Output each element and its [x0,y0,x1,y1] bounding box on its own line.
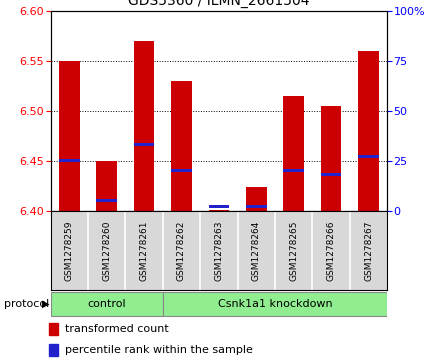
Text: GSM1278265: GSM1278265 [289,220,298,281]
Bar [321,173,341,176]
Bar [321,106,341,211]
Bar [358,155,379,158]
Bar [59,159,80,162]
Text: GSM1278259: GSM1278259 [65,220,74,281]
Text: GSM1278262: GSM1278262 [177,220,186,281]
Bar [209,205,229,208]
Bar [171,81,192,211]
Text: protocol: protocol [4,299,50,309]
Bar [134,41,154,211]
Bar [283,96,304,211]
Bar [96,160,117,211]
Bar [134,143,154,146]
Text: GSM1278264: GSM1278264 [252,220,261,281]
Bar [283,169,304,172]
Bar [246,205,267,208]
Text: transformed count: transformed count [65,324,169,334]
Bar [49,323,58,335]
Text: GSM1278267: GSM1278267 [364,220,373,281]
Bar [163,292,387,316]
Bar [171,169,192,172]
Bar [209,209,229,211]
Bar [246,187,267,211]
Text: GSM1278261: GSM1278261 [139,220,149,281]
Text: GSM1278263: GSM1278263 [214,220,224,281]
Text: GSM1278260: GSM1278260 [102,220,111,281]
Text: ▶: ▶ [42,299,49,309]
Bar [358,51,379,211]
Bar [51,292,163,316]
Text: GSM1278266: GSM1278266 [326,220,336,281]
Text: percentile rank within the sample: percentile rank within the sample [65,345,253,355]
Bar [96,199,117,202]
Bar [59,61,80,211]
Text: control: control [88,299,126,309]
Title: GDS5360 / ILMN_2661504: GDS5360 / ILMN_2661504 [128,0,310,8]
Text: Csnk1a1 knockdown: Csnk1a1 knockdown [218,299,332,309]
Bar [49,343,58,356]
